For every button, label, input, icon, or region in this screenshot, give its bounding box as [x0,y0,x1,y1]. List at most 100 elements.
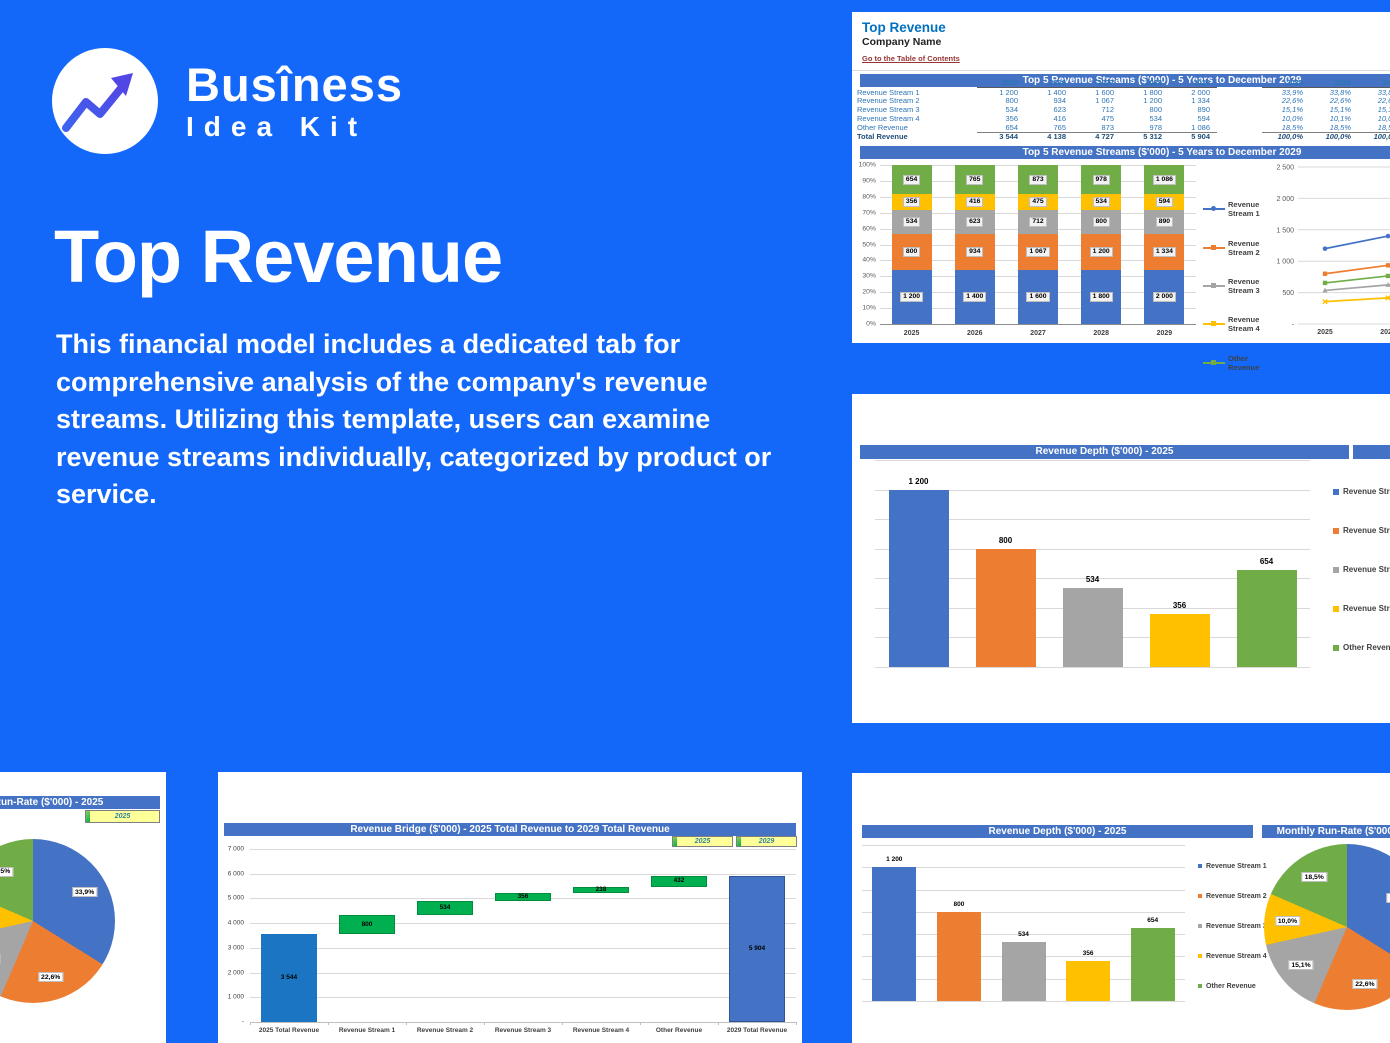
stacked-y-axis-label: 90% [862,177,876,185]
axis-tick [562,1022,563,1025]
start-year-dropdown[interactable]: 2025 [672,836,733,847]
stacked-x-axis-label: 2026 [967,330,983,337]
gridline [250,997,796,999]
segment-value-label: 534 [1092,197,1110,208]
segment-value-label: 475 [1029,197,1047,208]
legend-square-marker-icon [1333,566,1339,573]
value-cell: 5 312 [1121,132,1169,141]
row-label: Other Revenue [857,122,908,132]
bridge-bar [417,901,473,915]
percent-cell: 18,5% [1281,122,1303,132]
value-cell: 1 086 [1191,122,1210,132]
legend-line-marker-icon [1203,320,1225,328]
year-header: 2026 [1025,78,1073,88]
year-header-pct: 2026 [1310,78,1358,88]
run-rate-title-bar: Monthly Run-Rate ($'000) - 2025 [0,796,160,809]
value-cell: 1 600 [1095,87,1114,97]
depth-bar-value-label: 356 [1172,601,1187,611]
hero-description: This financial model includes a dedicate… [56,329,772,509]
value-cell: 1 067 [1095,96,1114,106]
value-cell: 1 200 [999,87,1018,97]
bar-segment-stream4: 356 [891,194,932,211]
legend-item: Revenue Stream 1 [1333,472,1390,511]
depth-bar-stream1 [872,867,917,1001]
stacked-bar: 1 086 594 890 1 334 2 000 [1144,165,1185,324]
year-header: 2027 [1073,78,1121,88]
value-cell: 1 400 [1047,87,1066,97]
year-header: 2029 [1169,78,1217,88]
bridge-bar-value-label: 800 [361,920,373,928]
stacked-y-axis-label: 80% [862,193,876,201]
depth-bar-value-label: 1 200 [908,476,929,486]
legend-label: Revenue Stream 4 [1206,952,1267,960]
percent-cell: 15,1% [1329,105,1351,115]
bridge-bar [261,934,317,1022]
legend-item: Revenue Stream 2 [1198,881,1267,911]
stacked-x-axis-label: 2027 [1030,330,1046,337]
stacked-y-axis-label: 60% [862,225,876,233]
value-cell: 890 [1197,105,1210,115]
bridge-bar-value-label: 238 [595,885,607,893]
legend-square-marker-icon [1198,864,1202,868]
legend-item: Revenue Stream 3 [1198,911,1267,941]
depth-bar-value-label: 534 [1085,575,1100,585]
table-of-contents-link[interactable]: Go to the Table of Contents [862,54,960,63]
gridline [862,934,1185,936]
percent-cell: 33,8% [1329,87,1351,97]
stacked-y-axis-label: 40% [862,256,876,264]
revenue-depth-legend-small: Revenue Stream 1 Revenue Stream 2 Revenue … [1198,851,1267,1001]
legend-square-marker-icon [1198,924,1202,928]
axis-tick [796,1022,797,1025]
depth-bar-stream4 [1066,961,1111,1001]
legend-label: Revenue Stream 2 [1228,238,1260,257]
segment-value-label: 934 [966,247,984,258]
end-year-dropdown[interactable]: 2029 [736,836,797,847]
legend-line-marker-icon [1203,359,1225,367]
bar-segment-stream1: 1 800 [1081,270,1122,324]
percent-cell: 22,6% [1377,96,1390,106]
legend-label: Revenue Stream 3 [1228,276,1260,295]
year-filter-dropdown[interactable]: 2025 [85,810,160,823]
panel-monthly-run-rate: Monthly Run-Rate ($'000) - 2025 2025 33,… [0,772,166,1043]
depth-bar-stream2 [936,911,981,1001]
depth-bar-stream3 [1001,941,1046,1001]
axis-tick [484,1022,485,1025]
table-row: Revenue Stream 4 356 416 475 534 594 10,0% 10,1… [852,114,1390,123]
value-cell: 416 [1053,114,1066,124]
bar-segment-stream2: 1 334 [1144,234,1185,271]
year-header: 2028 [1121,78,1169,88]
depth-bar-stream4 [1149,614,1210,667]
value-cell: 4 138 [1025,132,1073,141]
gridline [250,849,796,850]
revenue-streams-table: 2025202620272028202920252026202720282029… [852,76,1390,141]
svg-text:2025: 2025 [1317,329,1333,335]
depth-bar-value-label: 654 [1259,557,1274,567]
segment-value-label: 800 [902,247,921,258]
sheet-company-name: Company Name [862,36,942,48]
gridline [250,972,796,974]
value-cell: 594 [1197,114,1210,124]
year-header: 2025 [977,78,1025,88]
stacked-y-axis-label: 10% [862,304,876,312]
bridge-bar-value-label: 3 544 [280,974,298,982]
bar-segment-stream1: 1 600 [1018,270,1058,324]
gridline [250,923,796,925]
segment-value-label: 1 200 [1089,247,1113,258]
panel-top-revenue-sheet: Top Revenue Company Name Go to the Table… [852,12,1390,372]
bar-segment-stream2: 1 200 [1081,234,1122,271]
value-cell: 800 [1149,105,1162,115]
segment-value-label: 712 [1029,217,1047,228]
value-cell: 5 904 [1169,132,1217,141]
stacked-bar: 654 356 534 800 1 200 [891,165,932,324]
pie-percent-label: 33,9% [1386,892,1390,903]
bar-segment-other: 978 [1081,165,1122,195]
legend-item: Revenue Stream 1 [1198,851,1267,881]
bridge-y-axis-label: 3 000 [227,944,244,952]
percent-cell: 10,0% [1281,114,1303,124]
brand-logo: Busîness Idea Kit [52,48,403,154]
segment-value-label: 416 [966,197,984,208]
percent-cell: 15,1% [1281,105,1303,115]
bridge-y-axis-label: - [241,1018,244,1026]
bar-segment-stream2: 800 [891,234,932,271]
revenue-depth-title-bar-small: Revenue Depth ($'000) - 2025 [862,825,1253,838]
